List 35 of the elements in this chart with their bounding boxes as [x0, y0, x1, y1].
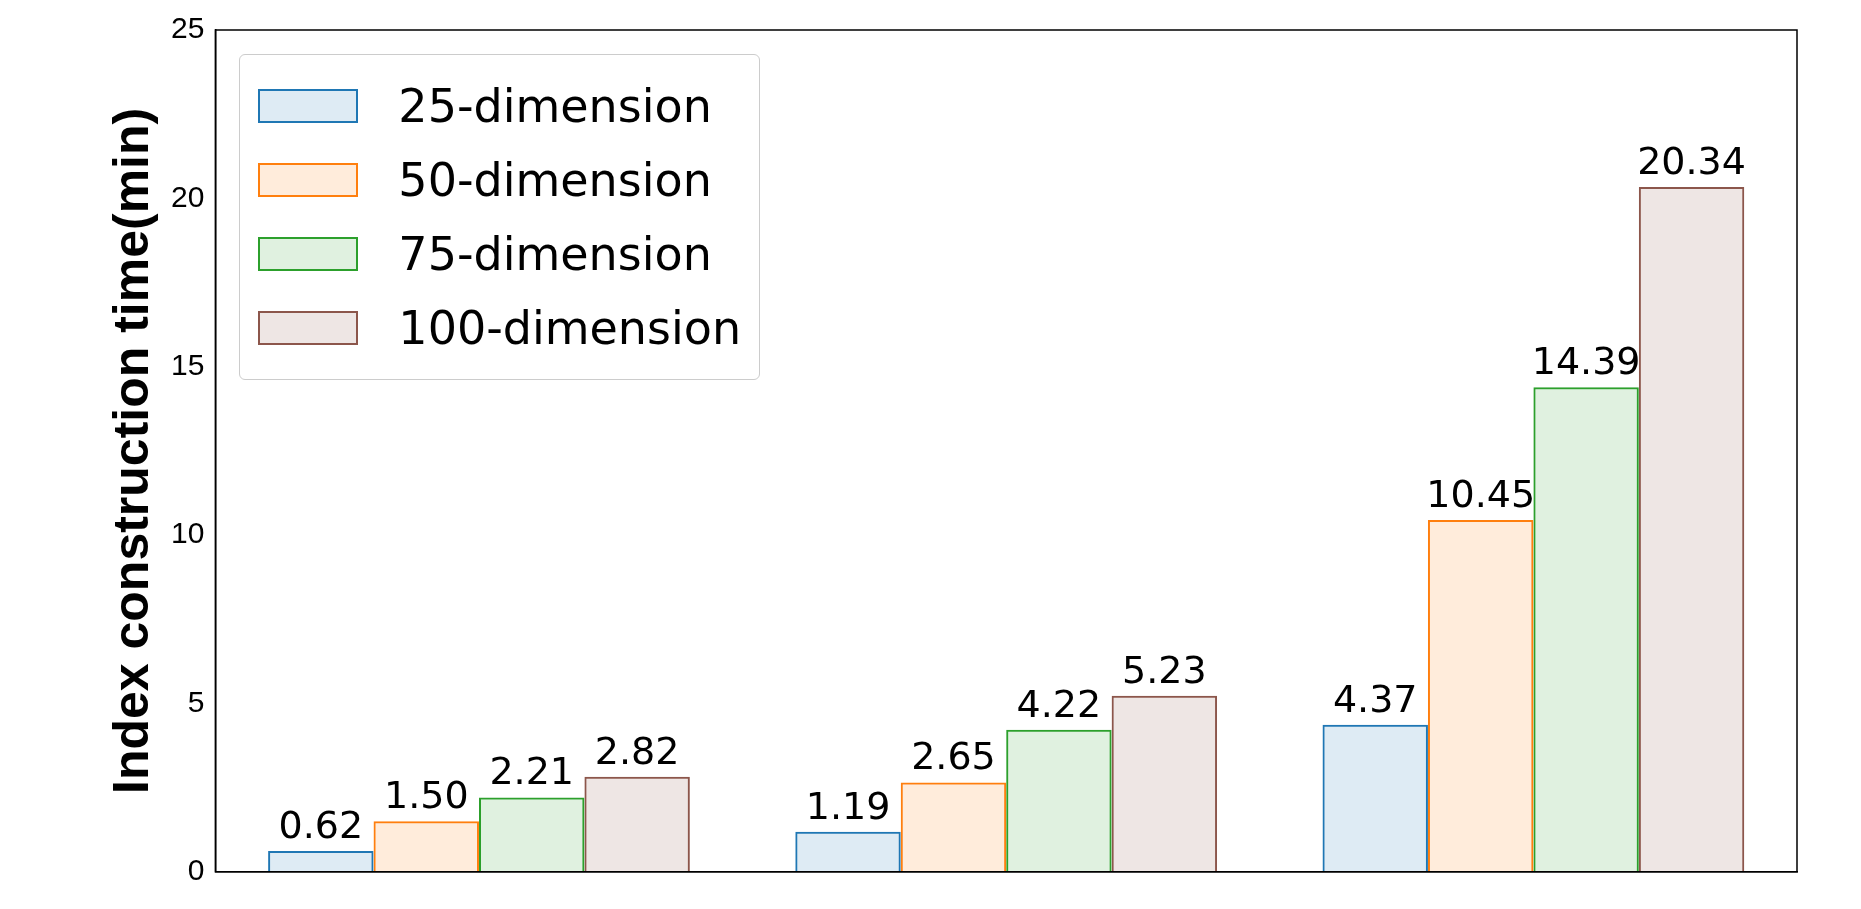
bar	[1427, 519, 1534, 872]
data-label: 0.62	[278, 802, 364, 847]
data-label: 2.21	[489, 749, 574, 794]
bar	[795, 831, 901, 872]
bar	[1638, 186, 1745, 872]
bar	[478, 797, 585, 872]
bar	[900, 782, 1007, 872]
data-label: 2.82	[594, 728, 680, 773]
data-label: 4.22	[1016, 681, 1102, 726]
legend-label: 25-dimension	[398, 79, 712, 133]
legend-label: 50-dimension	[398, 153, 712, 207]
data-label: 20.34	[1637, 138, 1746, 183]
bar	[373, 821, 479, 872]
data-label: 1.50	[383, 773, 469, 818]
legend-label: 75-dimension	[398, 227, 712, 281]
bar	[1006, 729, 1112, 872]
data-label: 10.45	[1426, 471, 1536, 516]
legend-label: 100-dimension	[398, 301, 742, 355]
y-tick-label: 10	[170, 516, 205, 550]
bar	[1322, 724, 1428, 872]
data-label: 1.19	[805, 783, 891, 828]
data-label: 5.23	[1122, 647, 1207, 692]
bar	[268, 850, 374, 872]
y-tick-label: 20	[170, 179, 205, 213]
bar	[1533, 387, 1639, 872]
y-axis-title: Index construction time(min)	[102, 107, 159, 794]
data-label: 4.37	[1332, 676, 1418, 721]
y-tick-label: 5	[187, 684, 205, 718]
bar	[584, 776, 690, 872]
bar	[1111, 695, 1218, 872]
y-tick-label: 0	[187, 853, 205, 887]
y-tick-label: 25	[170, 11, 205, 45]
data-label: 14.39	[1531, 339, 1641, 384]
data-label: 2.65	[911, 734, 996, 779]
y-tick-label: 15	[170, 347, 205, 381]
